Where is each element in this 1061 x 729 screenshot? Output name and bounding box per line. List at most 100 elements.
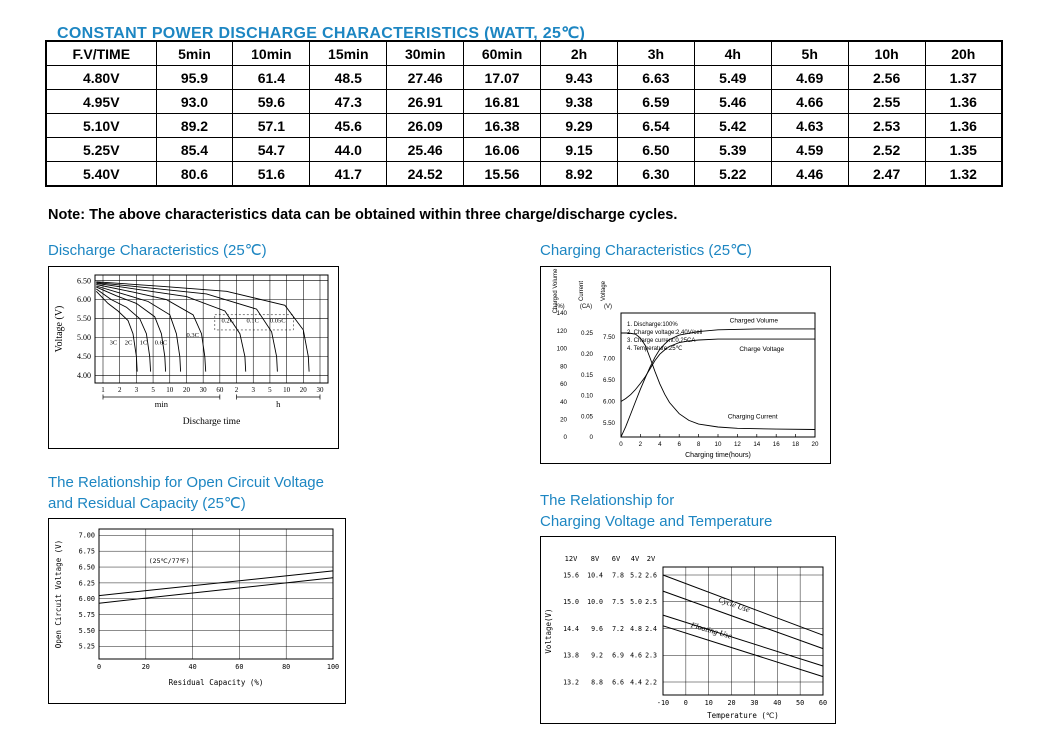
series-label: 0.3C — [186, 332, 198, 339]
ocv-section-title: The Relationship for Open Circuit Voltag… — [48, 472, 324, 514]
series-label: Charged Volume — [730, 318, 779, 325]
row-label: 5.10V — [45, 113, 157, 138]
table-cell: 4.63 — [770, 113, 849, 138]
table-cell: 1.35 — [924, 137, 1003, 162]
table-cell: 1.37 — [924, 65, 1003, 90]
table-cell: 6.59 — [616, 89, 695, 114]
series-line-2C — [96, 288, 152, 372]
y-tick-label: 6.50 — [79, 563, 95, 571]
table-cell: 5.49 — [693, 65, 772, 90]
x-tick-label: 2 — [235, 386, 239, 394]
table-row: 5.40V 80.6 51.6 41.7 24.52 15.56 8.92 6.30 5.22 4… — [45, 161, 1003, 187]
column-header: 10min — [232, 40, 311, 66]
table-cell: 4.59 — [770, 137, 849, 162]
x-tick-label: 0 — [684, 699, 688, 707]
column-header: 15min — [309, 40, 388, 66]
charging-chart-canvas: Charged Volume(%)140120100806040200Curre… — [553, 268, 819, 459]
y-tick-label: 5.50 — [77, 314, 91, 323]
plot-border — [662, 566, 824, 696]
x-tick-label: 10 — [283, 386, 291, 394]
x-tick-label: 60 — [235, 663, 243, 671]
column-header: 5min — [155, 40, 234, 66]
table-cell: 5.42 — [693, 113, 772, 138]
y-axis-name: Current — [579, 281, 585, 301]
x-tick-label: 30 — [200, 386, 208, 394]
annotation: (25℃/77℉) — [149, 557, 190, 565]
table-cell: 95.9 — [155, 65, 234, 90]
table-cell: 85.4 — [155, 137, 234, 162]
annotation-box — [214, 314, 294, 331]
series-label: 3C — [110, 339, 118, 346]
table-cell: 15.56 — [463, 161, 542, 187]
table-cell: 93.0 — [155, 89, 234, 114]
x-tick-label: 5 — [151, 386, 155, 394]
band-label: Cycle Use — [717, 595, 751, 614]
table-cell: 2.56 — [847, 65, 926, 90]
column-header: 2h — [540, 40, 618, 66]
table-cell: 4.66 — [770, 89, 849, 114]
x-tick-label: 6 — [677, 441, 681, 448]
series-line-lower — [98, 577, 334, 604]
column-header: 10h — [847, 40, 926, 66]
y-tick-label: 2.3 — [645, 652, 657, 660]
series-line-0.1C — [96, 282, 278, 372]
y-axis-label: Voltage(V) — [544, 608, 553, 653]
column-header: 60min — [463, 40, 542, 66]
table-row: 5.25V 85.4 54.7 44.0 25.46 16.06 9.15 6.50 5.39 4… — [45, 137, 1003, 162]
band-line — [662, 590, 824, 650]
series-line-current — [621, 332, 816, 430]
table-cell: 5.46 — [693, 89, 772, 114]
y-tick-label: 7.50 — [603, 334, 616, 341]
y-tick-label: 120 — [557, 328, 568, 335]
y-tick-label: 6.00 — [77, 295, 91, 304]
y-tick-label: 13.2 — [563, 678, 579, 686]
x-tick-label: 8 — [697, 441, 701, 448]
legend-line: 1. Discharge:100% — [627, 322, 678, 328]
series-label: Charging Current — [728, 413, 778, 420]
y-tick-label: 7.00 — [603, 356, 616, 363]
table-cell: 9.29 — [540, 113, 618, 138]
table-cell: 5.22 — [693, 161, 772, 187]
y-axis-name: Voltage — [601, 280, 607, 301]
x-tick-label: 50 — [796, 699, 804, 707]
y-tick-label: 13.8 — [563, 652, 579, 660]
table-cell: 45.6 — [309, 113, 388, 138]
row-label: 4.80V — [45, 65, 157, 90]
table-cell: 51.6 — [232, 161, 311, 187]
x-tick-label: 60 — [216, 386, 224, 394]
ocv-chart-canvas: Open Circuit Voltage (V) 7.00 6.75 6.50 6.25… — [54, 528, 339, 687]
y-tick-label: 0 — [590, 434, 594, 441]
y-tick-label: 14.4 — [563, 625, 579, 633]
x-tick-label: 100 — [327, 663, 339, 671]
table-row: 4.95V 93.0 59.6 47.3 26.91 16.81 9.38 6.59 5.46 4… — [45, 89, 1003, 114]
y-tick-label: 5.50 — [603, 420, 616, 427]
scale-header: 4V — [631, 555, 640, 563]
x-tick-label: 10 — [166, 386, 174, 394]
column-header: 3h — [616, 40, 695, 66]
table-cell: 27.46 — [386, 65, 465, 90]
y-tick-label: 15.0 — [563, 598, 579, 606]
table-cell: 9.38 — [540, 89, 618, 114]
band-line — [662, 574, 824, 636]
x-tick-label: 4 — [658, 441, 662, 448]
series-line-volume — [620, 328, 815, 438]
series-line-voltage — [620, 338, 815, 402]
y-tick-label: 5.25 — [79, 643, 95, 651]
table-cell: 1.36 — [924, 89, 1003, 114]
table-cell: 9.43 — [540, 65, 618, 90]
series-line-0.3C — [96, 284, 207, 372]
column-header: 5h — [770, 40, 849, 66]
table-cell: 48.5 — [309, 65, 388, 90]
table-cell: 2.47 — [847, 161, 926, 187]
y-tick-label: 6.75 — [79, 548, 95, 556]
y-axis-label: Open Circuit Voltage (V) — [54, 540, 63, 648]
x-tick-label: 3 — [135, 386, 139, 394]
series-line-upper — [98, 570, 334, 597]
legend-line: 3. Charge current:0.25CA — [627, 338, 695, 344]
x-tick-label: 20 — [183, 386, 191, 394]
charging-chart: Charged Volume (%) 140 120 100 80 60 40 20 0 Curre… — [540, 266, 831, 464]
plot-border — [94, 274, 329, 384]
x-tick-label: 10 — [705, 699, 713, 707]
ocv-title-line2: and Residual Capacity (25℃) — [48, 495, 246, 512]
plot-border — [98, 528, 334, 660]
